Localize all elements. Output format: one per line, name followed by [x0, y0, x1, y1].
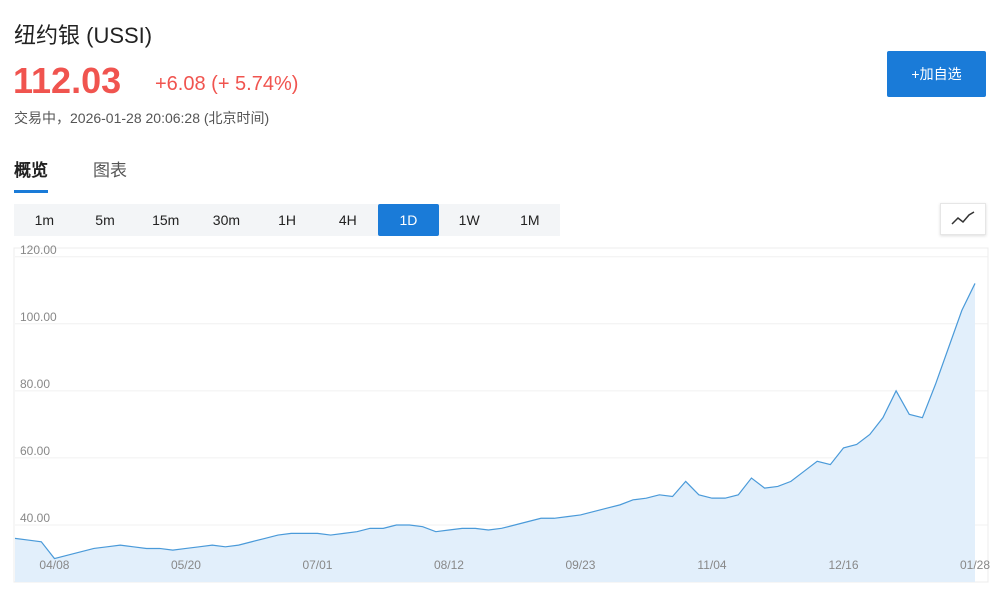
y-tick-label: 100.00 — [20, 310, 57, 324]
tab[interactable]: 概览 — [14, 156, 48, 193]
line-icon — [951, 211, 975, 225]
x-tick-label: 12/16 — [828, 558, 858, 572]
interval-button[interactable]: 30m — [212, 212, 241, 228]
interval-button[interactable]: 1W — [458, 212, 480, 228]
interval-button[interactable]: 1m — [34, 212, 55, 228]
x-tick-label: 04/08 — [39, 558, 69, 572]
y-tick-label: 40.00 — [20, 511, 50, 525]
price: 112.03 — [13, 60, 122, 101]
interval-button[interactable]: 1D — [378, 204, 439, 236]
change: +6.08 (+ 5.74%) — [155, 73, 299, 95]
price-line — [14, 283, 976, 560]
y-tick-label: 120.00 — [20, 243, 57, 257]
area — [15, 283, 975, 582]
x-tick-label: 07/01 — [302, 558, 332, 572]
interval-button[interactable]: 1M — [520, 212, 540, 228]
x-tick-label: 11/04 — [697, 558, 726, 572]
interval-bar: 1m 5m 15m 30m 1H 4H 1D 1W 1M — [14, 204, 561, 236]
status: 交易中，2026-01-28 20:06:28 (北京时间) — [14, 110, 270, 126]
add-watchlist-button[interactable]: +加自选 — [887, 51, 986, 97]
interval-button[interactable]: 15m — [152, 212, 180, 228]
x-tick-label: 05/20 — [171, 558, 201, 572]
chart-type-button[interactable] — [940, 203, 986, 235]
x-tick-label: 09/23 — [565, 558, 595, 572]
x-tick-label: 01/28 — [960, 558, 990, 572]
title: 纽约银 (USSI) — [14, 23, 153, 48]
y-tick-label: 80.00 — [20, 377, 50, 391]
interval-button[interactable]: 5m — [95, 212, 115, 228]
interval-button[interactable]: 1H — [278, 212, 297, 228]
tab[interactable]: 图表 — [93, 161, 127, 180]
x-tick-label: 08/12 — [434, 558, 464, 572]
interval-button[interactable]: 4H — [338, 212, 357, 228]
y-tick-label: 60.00 — [20, 444, 50, 458]
